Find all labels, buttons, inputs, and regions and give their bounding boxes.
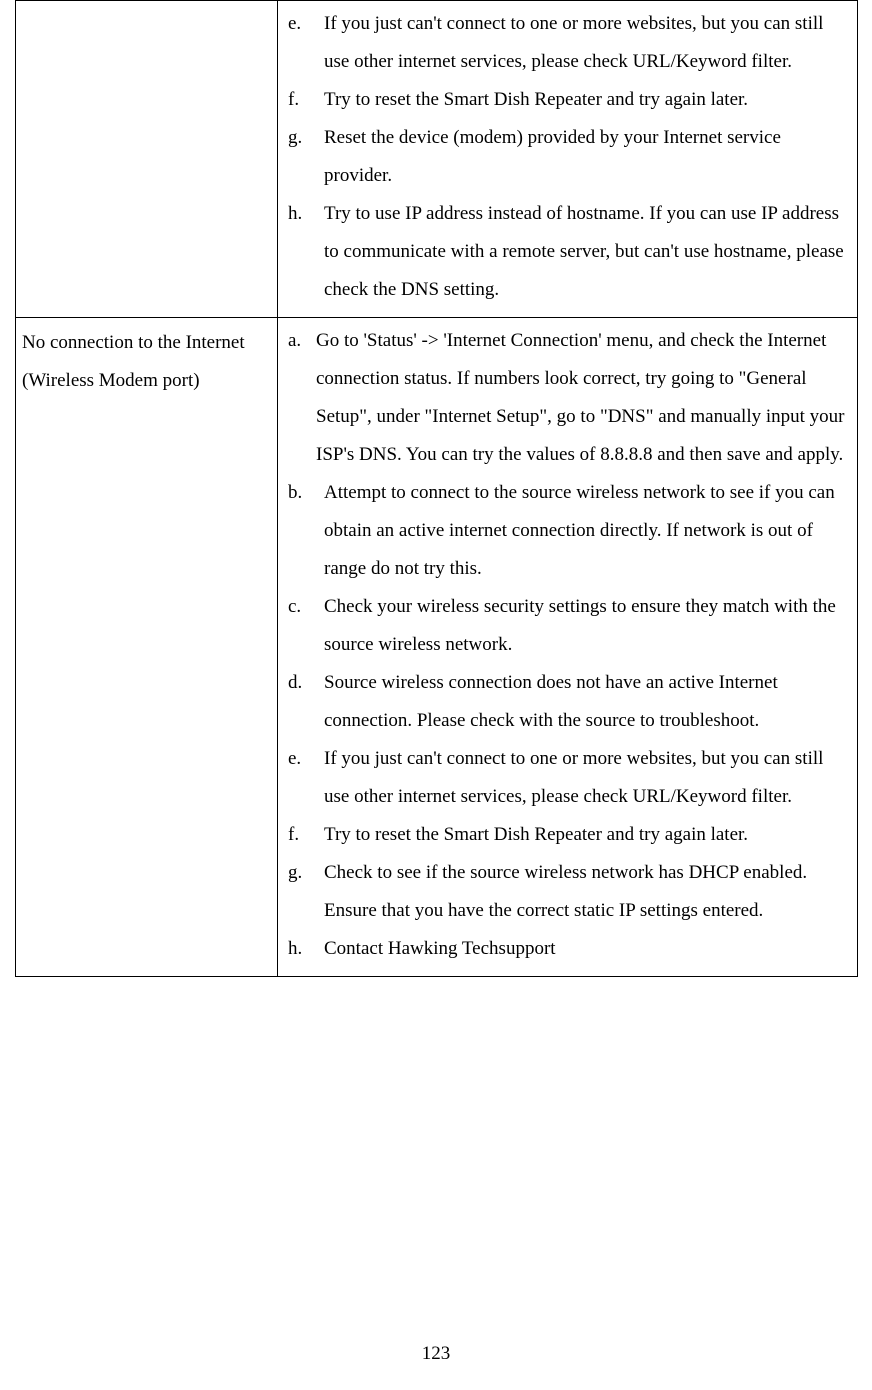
list-item: f. Try to reset the Smart Dish Repeater … bbox=[284, 81, 851, 119]
list-item: c. Check your wireless security settings… bbox=[284, 588, 851, 664]
list-text: Source wireless connection does not have… bbox=[324, 664, 851, 740]
list-text: Try to reset the Smart Dish Repeater and… bbox=[324, 816, 851, 854]
list-item: f. Try to reset the Smart Dish Repeater … bbox=[284, 816, 851, 854]
solution-list: e. If you just can't connect to one or m… bbox=[284, 5, 851, 309]
table-row: e. If you just can't connect to one or m… bbox=[16, 1, 858, 318]
list-item: b. Attempt to connect to the source wire… bbox=[284, 474, 851, 588]
troubleshooting-table: e. If you just can't connect to one or m… bbox=[15, 0, 858, 977]
list-text: Try to use IP address instead of hostnam… bbox=[324, 195, 851, 309]
table-row: No connection to the Internet (Wireless … bbox=[16, 318, 858, 977]
list-item: e. If you just can't connect to one or m… bbox=[284, 740, 851, 816]
list-text: If you just can't connect to one or more… bbox=[324, 740, 851, 816]
list-item: h. Try to use IP address instead of host… bbox=[284, 195, 851, 309]
list-text: Go to 'Status' -> 'Internet Connection' … bbox=[316, 322, 851, 474]
list-marker: f. bbox=[284, 816, 324, 854]
list-text: Contact Hawking Techsupport bbox=[324, 930, 851, 968]
list-text: Reset the device (modem) provided by you… bbox=[324, 119, 851, 195]
list-marker: h. bbox=[284, 195, 324, 309]
solution-list: a. Go to 'Status' -> 'Internet Connectio… bbox=[284, 322, 851, 968]
issue-label-cell: No connection to the Internet (Wireless … bbox=[16, 318, 278, 977]
list-item: g. Check to see if the source wireless n… bbox=[284, 854, 851, 930]
list-text: Check your wireless security settings to… bbox=[324, 588, 851, 664]
list-marker: a. bbox=[284, 322, 316, 474]
list-item: d. Source wireless connection does not h… bbox=[284, 664, 851, 740]
list-marker: d. bbox=[284, 664, 324, 740]
list-text: Try to reset the Smart Dish Repeater and… bbox=[324, 81, 851, 119]
issue-label-cell bbox=[16, 1, 278, 318]
list-marker: e. bbox=[284, 5, 324, 81]
solution-cell: a. Go to 'Status' -> 'Internet Connectio… bbox=[278, 318, 858, 977]
list-marker: g. bbox=[284, 854, 324, 930]
list-text: Attempt to connect to the source wireles… bbox=[324, 474, 851, 588]
list-marker: f. bbox=[284, 81, 324, 119]
list-item: a. Go to 'Status' -> 'Internet Connectio… bbox=[284, 322, 851, 474]
solution-cell: e. If you just can't connect to one or m… bbox=[278, 1, 858, 318]
list-marker: g. bbox=[284, 119, 324, 195]
list-text: Check to see if the source wireless netw… bbox=[324, 854, 851, 930]
list-marker: b. bbox=[284, 474, 324, 588]
list-item: h. Contact Hawking Techsupport bbox=[284, 930, 851, 968]
list-marker: c. bbox=[284, 588, 324, 664]
list-item: g. Reset the device (modem) provided by … bbox=[284, 119, 851, 195]
issue-label: No connection to the Internet (Wireless … bbox=[22, 322, 271, 400]
list-item: e. If you just can't connect to one or m… bbox=[284, 5, 851, 81]
list-text: If you just can't connect to one or more… bbox=[324, 5, 851, 81]
issue-label bbox=[22, 5, 271, 7]
list-marker: e. bbox=[284, 740, 324, 816]
list-marker: h. bbox=[284, 930, 324, 968]
page-number: 123 bbox=[0, 1343, 872, 1365]
